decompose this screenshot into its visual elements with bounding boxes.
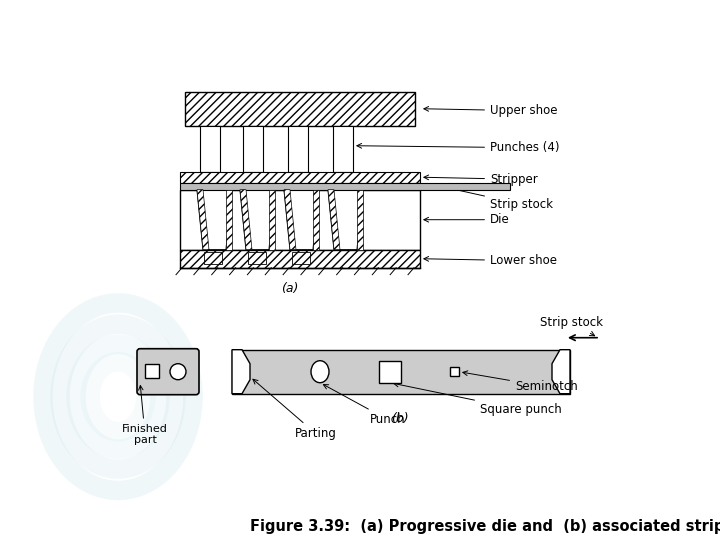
- Ellipse shape: [311, 361, 329, 383]
- Bar: [232, 350, 570, 394]
- Text: Figure 3.39:  (a) Progressive die and  (b) associated strip  development: Figure 3.39: (a) Progressive die and (b)…: [250, 519, 720, 534]
- Text: Punches (4): Punches (4): [357, 141, 559, 154]
- Bar: [333, 126, 353, 172]
- Bar: [180, 172, 420, 183]
- Bar: [180, 190, 420, 249]
- Bar: [204, 252, 222, 264]
- Polygon shape: [240, 190, 275, 249]
- Polygon shape: [328, 190, 340, 249]
- Bar: [145, 364, 159, 377]
- Text: Stripper: Stripper: [424, 173, 538, 186]
- Circle shape: [170, 364, 186, 380]
- Polygon shape: [313, 190, 319, 249]
- Text: Strip stock: Strip stock: [444, 186, 553, 211]
- Bar: [292, 252, 310, 264]
- Polygon shape: [552, 350, 570, 394]
- Text: Lower shoe: Lower shoe: [424, 254, 557, 267]
- Polygon shape: [226, 190, 232, 249]
- Polygon shape: [284, 190, 296, 249]
- Text: (a): (a): [282, 282, 299, 295]
- Polygon shape: [197, 190, 209, 249]
- Polygon shape: [232, 350, 250, 394]
- Bar: [288, 126, 308, 172]
- Polygon shape: [240, 190, 252, 249]
- Text: Die: Die: [424, 213, 510, 226]
- Text: Finished
part: Finished part: [122, 386, 168, 446]
- FancyBboxPatch shape: [137, 349, 199, 395]
- Polygon shape: [197, 190, 232, 249]
- Text: (b): (b): [391, 411, 409, 424]
- Text: Parting: Parting: [253, 379, 337, 440]
- Text: Strip stock: Strip stock: [540, 316, 603, 336]
- Text: Punch: Punch: [323, 384, 405, 426]
- Bar: [200, 126, 220, 172]
- Text: Upper shoe: Upper shoe: [424, 104, 557, 117]
- Polygon shape: [269, 190, 275, 249]
- Bar: [243, 126, 263, 172]
- Polygon shape: [328, 190, 363, 249]
- Bar: [379, 361, 401, 383]
- Bar: [180, 183, 510, 190]
- Polygon shape: [284, 190, 319, 249]
- Polygon shape: [357, 190, 363, 249]
- Bar: [248, 252, 266, 264]
- Text: Square punch: Square punch: [394, 382, 562, 416]
- Bar: [180, 249, 420, 268]
- Bar: [450, 367, 459, 376]
- Text: Seminotch: Seminotch: [463, 371, 577, 393]
- Bar: [185, 92, 415, 126]
